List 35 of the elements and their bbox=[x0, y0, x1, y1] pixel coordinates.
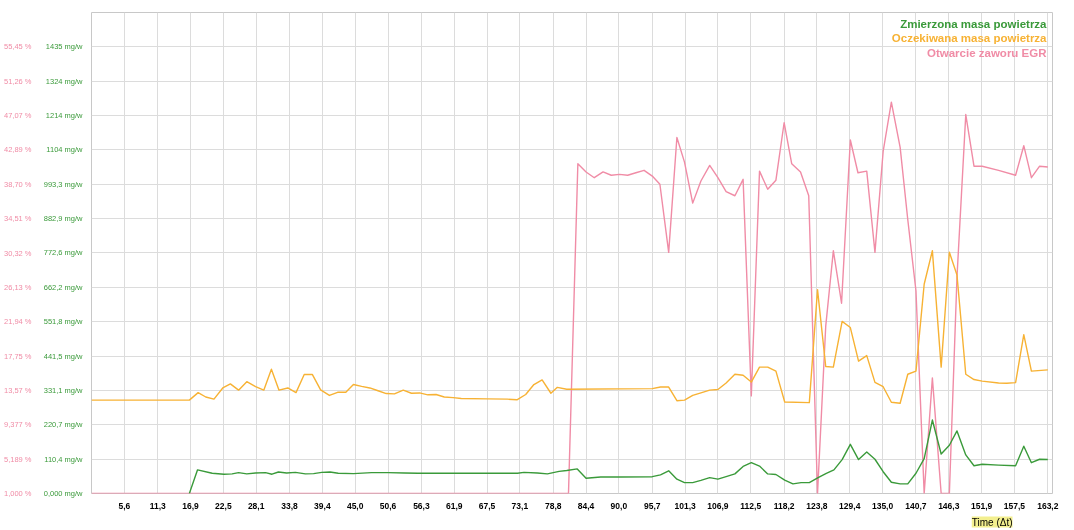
x-tick-label: 151,9 bbox=[970, 500, 993, 511]
x-tick-label: 5,6 bbox=[118, 500, 131, 511]
x-tick-label: 129,4 bbox=[839, 500, 861, 511]
line-series bbox=[188, 419, 1049, 494]
x-axis-title: Time (Δt) bbox=[971, 516, 1013, 528]
x-tick-label: 157,5 bbox=[1003, 500, 1026, 511]
x-tick-label: 78,8 bbox=[544, 500, 562, 511]
text: Oczekiwana masa powietrza bbox=[891, 32, 1048, 44]
x-tick-label: 67,5 bbox=[478, 500, 496, 511]
x-tick-label: 140,7 bbox=[905, 500, 927, 511]
x-tick-label: 50,6 bbox=[379, 500, 397, 511]
x-tick-label: 73,1 bbox=[511, 500, 529, 511]
x-tick-label: 112,5 bbox=[740, 500, 762, 511]
x-tick-label: 56,3 bbox=[413, 500, 430, 511]
x-tick-label: 33,8 bbox=[281, 500, 299, 511]
x-tick-label: 135,0 bbox=[871, 500, 894, 511]
x-tick-label: 90,0 bbox=[610, 500, 628, 511]
x-tick-label: 123,8 bbox=[806, 500, 828, 511]
x-tick-label: 106,9 bbox=[707, 500, 729, 511]
x-tick-label: 95,7 bbox=[644, 500, 661, 511]
x-tick-label: 61,9 bbox=[445, 500, 463, 511]
x-tick-label: 101,3 bbox=[674, 500, 696, 511]
x-tick-label: 22,5 bbox=[215, 500, 232, 511]
x-tick-label: 163,2 bbox=[1037, 500, 1059, 511]
x-tick-label: 45,0 bbox=[346, 500, 364, 511]
text: Otwarcie zaworu EGR bbox=[927, 46, 1048, 59]
text: Zmierzona masa powietrza bbox=[900, 17, 1048, 30]
x-tick-label: 84,4 bbox=[577, 500, 595, 511]
x-tick-label: 11,3 bbox=[149, 500, 167, 511]
x-tick-label: 146,3 bbox=[938, 500, 960, 511]
line-series bbox=[91, 249, 1049, 404]
x-tick-label: 39,4 bbox=[314, 500, 331, 511]
x-tick-label: 28,1 bbox=[247, 500, 265, 511]
x-tick-label: 16,9 bbox=[182, 500, 200, 511]
x-tick-label: 118,2 bbox=[773, 500, 795, 511]
